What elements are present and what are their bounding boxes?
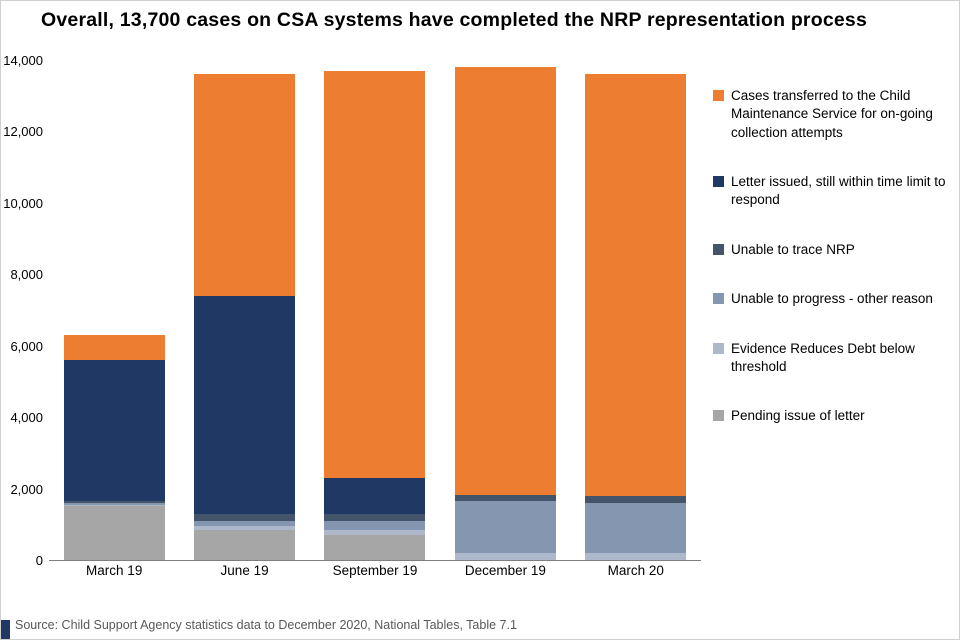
y-tick-label: 8,000 xyxy=(10,267,43,283)
legend-item: Letter issued, still within time limit t… xyxy=(713,173,955,210)
bar-segment xyxy=(63,502,165,505)
stacked-bar-june-19 xyxy=(194,74,296,560)
y-tick-label: 0 xyxy=(35,553,43,568)
bar-segment xyxy=(194,526,296,530)
stacked-bar-september-19 xyxy=(324,70,426,560)
legend-swatch-icon xyxy=(713,410,724,422)
x-tick-label: September 19 xyxy=(332,563,418,578)
y-tick-label: 10,000 xyxy=(3,195,43,211)
bar-segment xyxy=(324,529,426,535)
chart-title: Overall, 13,700 cases on CSA systems hav… xyxy=(41,9,868,31)
y-tick-label: 2,000 xyxy=(10,481,43,497)
bar-slot xyxy=(49,61,179,560)
bar-segment xyxy=(63,501,165,503)
y-tick-label: 4,000 xyxy=(10,410,43,426)
legend-swatch-icon xyxy=(713,293,724,305)
bar-segment xyxy=(194,520,296,527)
bar-segment xyxy=(324,70,426,478)
legend-label: Unable to progress - other reason xyxy=(731,291,933,307)
legend-item: Cases transferred to the Child Maintenan… xyxy=(713,87,955,142)
y-tick-label: 14,000 xyxy=(3,53,43,68)
x-tick-label: March 20 xyxy=(607,563,664,578)
legend-label: Unable to trace NRP xyxy=(731,241,855,257)
legend-label: Evidence Reduces Debt below threshold xyxy=(731,340,915,374)
y-tick-label: 6,000 xyxy=(10,338,43,354)
legend-swatch-icon xyxy=(713,243,724,255)
source-note: Source: Child Support Agency statistics … xyxy=(15,618,517,632)
bar-segment xyxy=(194,74,296,296)
legend-label: Cases transferred to the Child Maintenan… xyxy=(731,88,933,140)
bar-segment xyxy=(324,520,426,530)
bar-segment xyxy=(454,67,556,495)
bar-segment xyxy=(454,552,556,560)
x-axis-line xyxy=(49,560,701,561)
bar-segment xyxy=(63,335,165,361)
bar-segment xyxy=(324,535,426,560)
legend-item: Pending issue of letter xyxy=(713,407,955,425)
bar-segment xyxy=(194,295,296,514)
legend-label: Letter issued, still within time limit t… xyxy=(731,174,946,208)
bar-segment xyxy=(324,513,426,521)
bar-slot xyxy=(571,61,701,560)
bar-segment xyxy=(63,506,165,560)
stacked-bar-march-20 xyxy=(585,74,687,560)
bar-segment xyxy=(585,74,687,496)
legend-item: Unable to trace NRP xyxy=(713,241,955,259)
bar-segment xyxy=(63,360,165,502)
legend-item: Unable to progress - other reason xyxy=(713,290,955,308)
bar-slot xyxy=(180,61,310,560)
stacked-bar-december-19 xyxy=(454,67,556,560)
bar-segment xyxy=(194,513,296,521)
bar-segment xyxy=(585,502,687,553)
legend-swatch-icon xyxy=(713,90,724,101)
bar-segment xyxy=(454,494,556,502)
bars xyxy=(49,61,701,560)
plot-area: 0 2,000 4,000 6,000 8,000 10,000 12,000 14,000 … xyxy=(3,53,701,578)
legend-swatch-icon xyxy=(713,176,724,188)
legend-label: Pending issue of letter xyxy=(731,408,865,424)
bar-slot xyxy=(310,61,440,560)
x-axis-labels: March 19 June 19 September 19 December 19 Ma… xyxy=(49,563,701,578)
bar-slot xyxy=(440,61,570,560)
bar-segment xyxy=(585,552,687,560)
stacked-bar-march-19 xyxy=(63,335,165,560)
corner-accent-block xyxy=(1,620,10,639)
legend-item: Evidence Reduces Debt below threshold xyxy=(713,340,955,377)
bar-segment xyxy=(454,501,556,553)
x-tick-label: June 19 xyxy=(220,563,269,578)
legend: Cases transferred to the Child Maintenan… xyxy=(713,87,955,426)
bar-segment xyxy=(194,529,296,560)
bar-segment xyxy=(63,504,165,507)
bar-segment xyxy=(585,495,687,503)
y-axis: 0 2,000 4,000 6,000 8,000 10,000 12,000 14,000 xyxy=(3,53,47,568)
bar-segment xyxy=(324,477,426,514)
legend-swatch-icon xyxy=(713,342,724,354)
x-tick-label: December 19 xyxy=(464,563,546,578)
x-tick-label: March 19 xyxy=(86,563,143,578)
y-tick-label: 12,000 xyxy=(3,124,43,140)
